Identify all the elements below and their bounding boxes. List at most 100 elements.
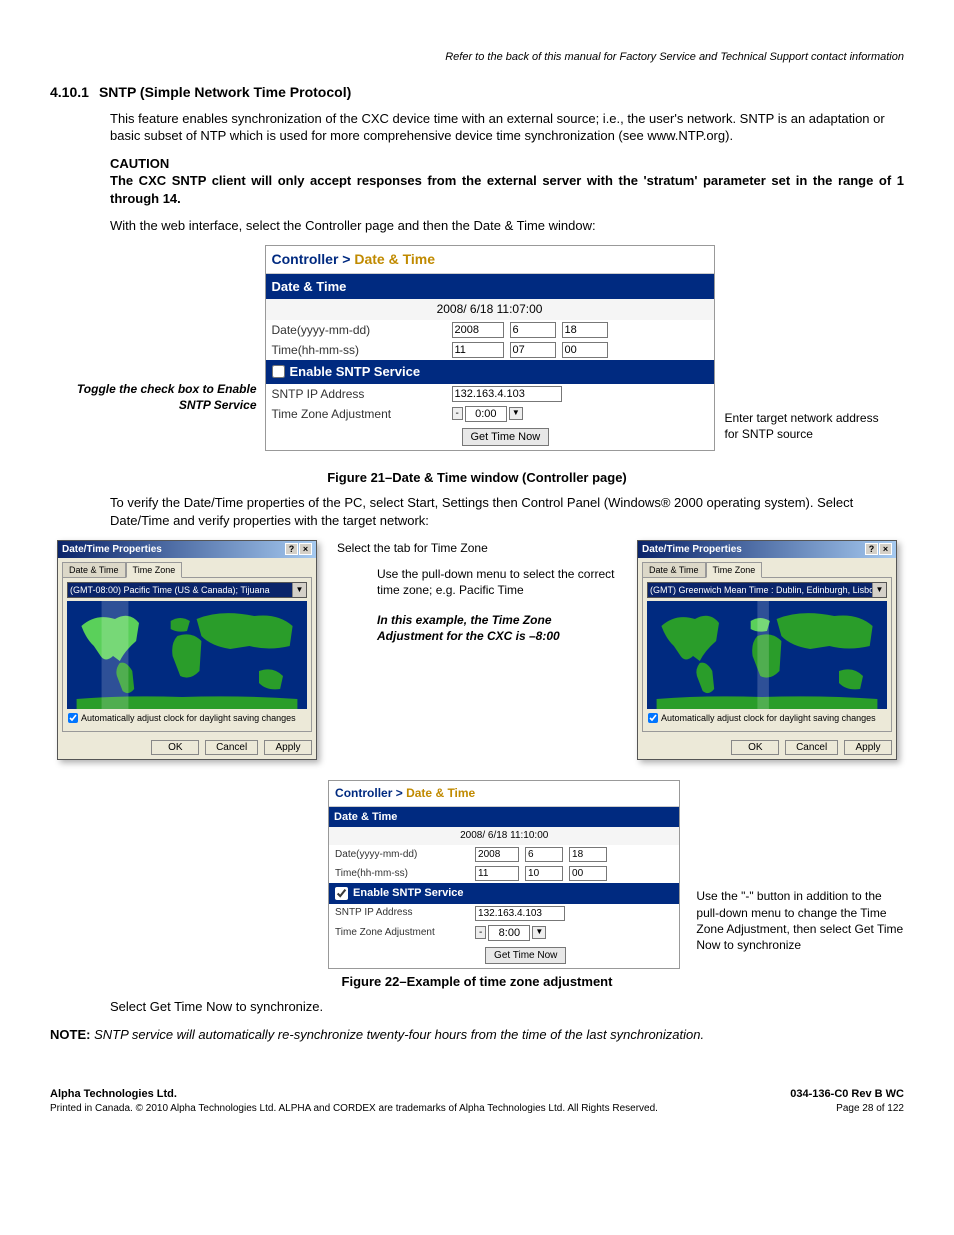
apply-button[interactable]: Apply — [264, 740, 312, 755]
section-number: 4.10.1 — [50, 83, 89, 102]
breadcrumb-separator: > — [396, 786, 403, 800]
date-month-input[interactable] — [510, 322, 556, 338]
time-label: Time(hh-mm-ss) — [335, 867, 475, 881]
tz-dropdown-icon[interactable]: ▼ — [532, 926, 546, 939]
dropdown-icon[interactable]: ▼ — [292, 583, 306, 597]
note-pulldown: Use the pull-down menu to select the cor… — [377, 566, 617, 598]
timestamp: 2008/ 6/18 11:07:00 — [266, 299, 714, 319]
tz-dropdown-icon[interactable]: ▼ — [509, 407, 523, 420]
cancel-button[interactable]: Cancel — [785, 740, 838, 755]
ok-button[interactable]: OK — [151, 740, 199, 755]
time-second-input[interactable] — [562, 342, 608, 358]
section-heading: SNTP (Simple Network Time Protocol) — [99, 84, 351, 100]
windows-dialog-left: Date/Time Properties ?× Date & Time Time… — [57, 540, 317, 761]
date-label: Date(yyyy-mm-dd) — [272, 322, 452, 338]
enable-sntp-checkbox[interactable] — [335, 887, 348, 900]
footer-company: Alpha Technologies Ltd. — [50, 1087, 658, 1102]
breadcrumb-current: Date & Time — [406, 786, 475, 800]
dialog-window-icons: ?× — [284, 543, 312, 557]
tz-sign-button[interactable]: - — [475, 926, 486, 939]
note-select-tab: Select the tab for Time Zone — [337, 540, 617, 556]
help-icon[interactable]: ? — [285, 543, 298, 555]
close-icon[interactable]: × — [299, 543, 312, 555]
timezone-select[interactable]: (GMT-08:00) Pacific Time (US & Canada); … — [67, 582, 307, 598]
sntp-ip-label: SNTP IP Address — [272, 386, 452, 402]
enable-sntp-label: Enable SNTP Service — [290, 363, 421, 381]
world-map-right — [647, 601, 887, 709]
cancel-button[interactable]: Cancel — [205, 740, 258, 755]
figure-21-container: Toggle the check box to Enable SNTP Serv… — [50, 245, 904, 451]
help-icon[interactable]: ? — [865, 543, 878, 555]
tz-adjustment-label: Time Zone Adjustment — [272, 406, 452, 422]
tz-value-input[interactable] — [488, 925, 530, 941]
caution-header: CAUTION — [110, 155, 904, 173]
figure-22-caption: Figure 22–Example of time zone adjustmen… — [50, 973, 904, 991]
note-example-tz: In this example, the Time Zone Adjustmen… — [377, 612, 617, 644]
figure-21-caption: Figure 21–Date & Time window (Controller… — [50, 469, 904, 487]
tab-datetime[interactable]: Date & Time — [62, 562, 126, 577]
footer-doc-number: 034-136-C0 Rev B WC — [790, 1087, 904, 1102]
breadcrumb: Controller > Date & Time — [329, 781, 679, 806]
figure-22-row: Date/Time Properties ?× Date & Time Time… — [50, 540, 904, 761]
section-title: 4.10.1 SNTP (Simple Network Time Protocol… — [50, 83, 904, 102]
tz-adjustment-label: Time Zone Adjustment — [335, 926, 475, 940]
note-text: SNTP service will automatically re-synch… — [94, 1027, 704, 1042]
breadcrumb-controller[interactable]: Controller — [335, 786, 392, 800]
header-note: Refer to the back of this manual for Fac… — [50, 50, 904, 65]
panel-header: Date & Time — [329, 807, 679, 828]
timezone-select[interactable]: (GMT) Greenwich Mean Time : Dublin, Edin… — [647, 582, 887, 598]
dialog-title: Date/Time Properties — [642, 543, 742, 557]
tab-timezone[interactable]: Time Zone — [706, 562, 763, 578]
time-minute-input[interactable] — [510, 342, 556, 358]
dialog-titlebar: Date/Time Properties ?× — [638, 541, 896, 559]
tab-datetime[interactable]: Date & Time — [642, 562, 706, 577]
dropdown-icon[interactable]: ▼ — [872, 583, 886, 597]
caution-body: The CXC SNTP client will only accept res… — [110, 172, 904, 207]
world-map-left — [67, 601, 307, 709]
dst-label: Automatically adjust clock for daylight … — [661, 712, 876, 724]
breadcrumb: Controller > Date & Time — [266, 246, 714, 274]
date-year-input[interactable] — [475, 847, 519, 862]
tab-timezone[interactable]: Time Zone — [126, 562, 183, 578]
enable-sntp-checkbox[interactable] — [272, 365, 285, 378]
get-time-now-button[interactable]: Get Time Now — [462, 428, 550, 446]
time-minute-input[interactable] — [525, 866, 563, 881]
breadcrumb-controller[interactable]: Controller — [272, 251, 339, 267]
page-footer: Alpha Technologies Ltd. Printed in Canad… — [50, 1087, 904, 1115]
close-icon[interactable]: × — [879, 543, 892, 555]
time-hour-input[interactable] — [452, 342, 504, 358]
tz-value-input[interactable] — [465, 406, 507, 422]
timestamp: 2008/ 6/18 11:10:00 — [329, 827, 679, 845]
date-label: Date(yyyy-mm-dd) — [335, 848, 475, 862]
enable-sntp-section: Enable SNTP Service — [329, 883, 679, 904]
sntp-ip-input[interactable] — [475, 906, 565, 921]
sntp-ip-input[interactable] — [452, 386, 562, 402]
dst-checkbox[interactable] — [68, 713, 78, 723]
dst-checkbox[interactable] — [648, 713, 658, 723]
callout-right: Enter target network address for SNTP so… — [715, 245, 890, 442]
date-time-window-2: Controller > Date & Time Date & Time 200… — [328, 780, 680, 968]
date-day-input[interactable] — [562, 322, 608, 338]
paragraph-1: This feature enables synchronization of … — [110, 110, 904, 145]
breadcrumb-separator: > — [342, 251, 350, 267]
footer-copyright: Printed in Canada. © 2010 Alpha Technolo… — [50, 1102, 658, 1116]
date-day-input[interactable] — [569, 847, 607, 862]
figure-22b-note: Use the "-" button in addition to the pu… — [680, 780, 904, 968]
middle-notes: Select the tab for Time Zone Use the pul… — [337, 540, 617, 761]
callout-left: Toggle the check box to Enable SNTP Serv… — [65, 245, 265, 413]
timezone-select-value: (GMT) Greenwich Mean Time : Dublin, Edin… — [650, 585, 882, 598]
dialog-titlebar: Date/Time Properties ?× — [58, 541, 316, 559]
panel-header: Date & Time — [266, 274, 714, 300]
date-month-input[interactable] — [525, 847, 563, 862]
time-hour-input[interactable] — [475, 866, 519, 881]
dialog-window-icons: ?× — [864, 543, 892, 557]
tz-sign-button[interactable]: - — [452, 407, 463, 420]
paragraph-4: Select Get Time Now to synchronize. — [110, 998, 904, 1016]
date-year-input[interactable] — [452, 322, 504, 338]
ok-button[interactable]: OK — [731, 740, 779, 755]
get-time-now-button[interactable]: Get Time Now — [485, 947, 566, 964]
paragraph-2: With the web interface, select the Contr… — [110, 217, 904, 235]
time-second-input[interactable] — [569, 866, 607, 881]
timezone-select-value: (GMT-08:00) Pacific Time (US & Canada); … — [70, 585, 270, 595]
apply-button[interactable]: Apply — [844, 740, 892, 755]
